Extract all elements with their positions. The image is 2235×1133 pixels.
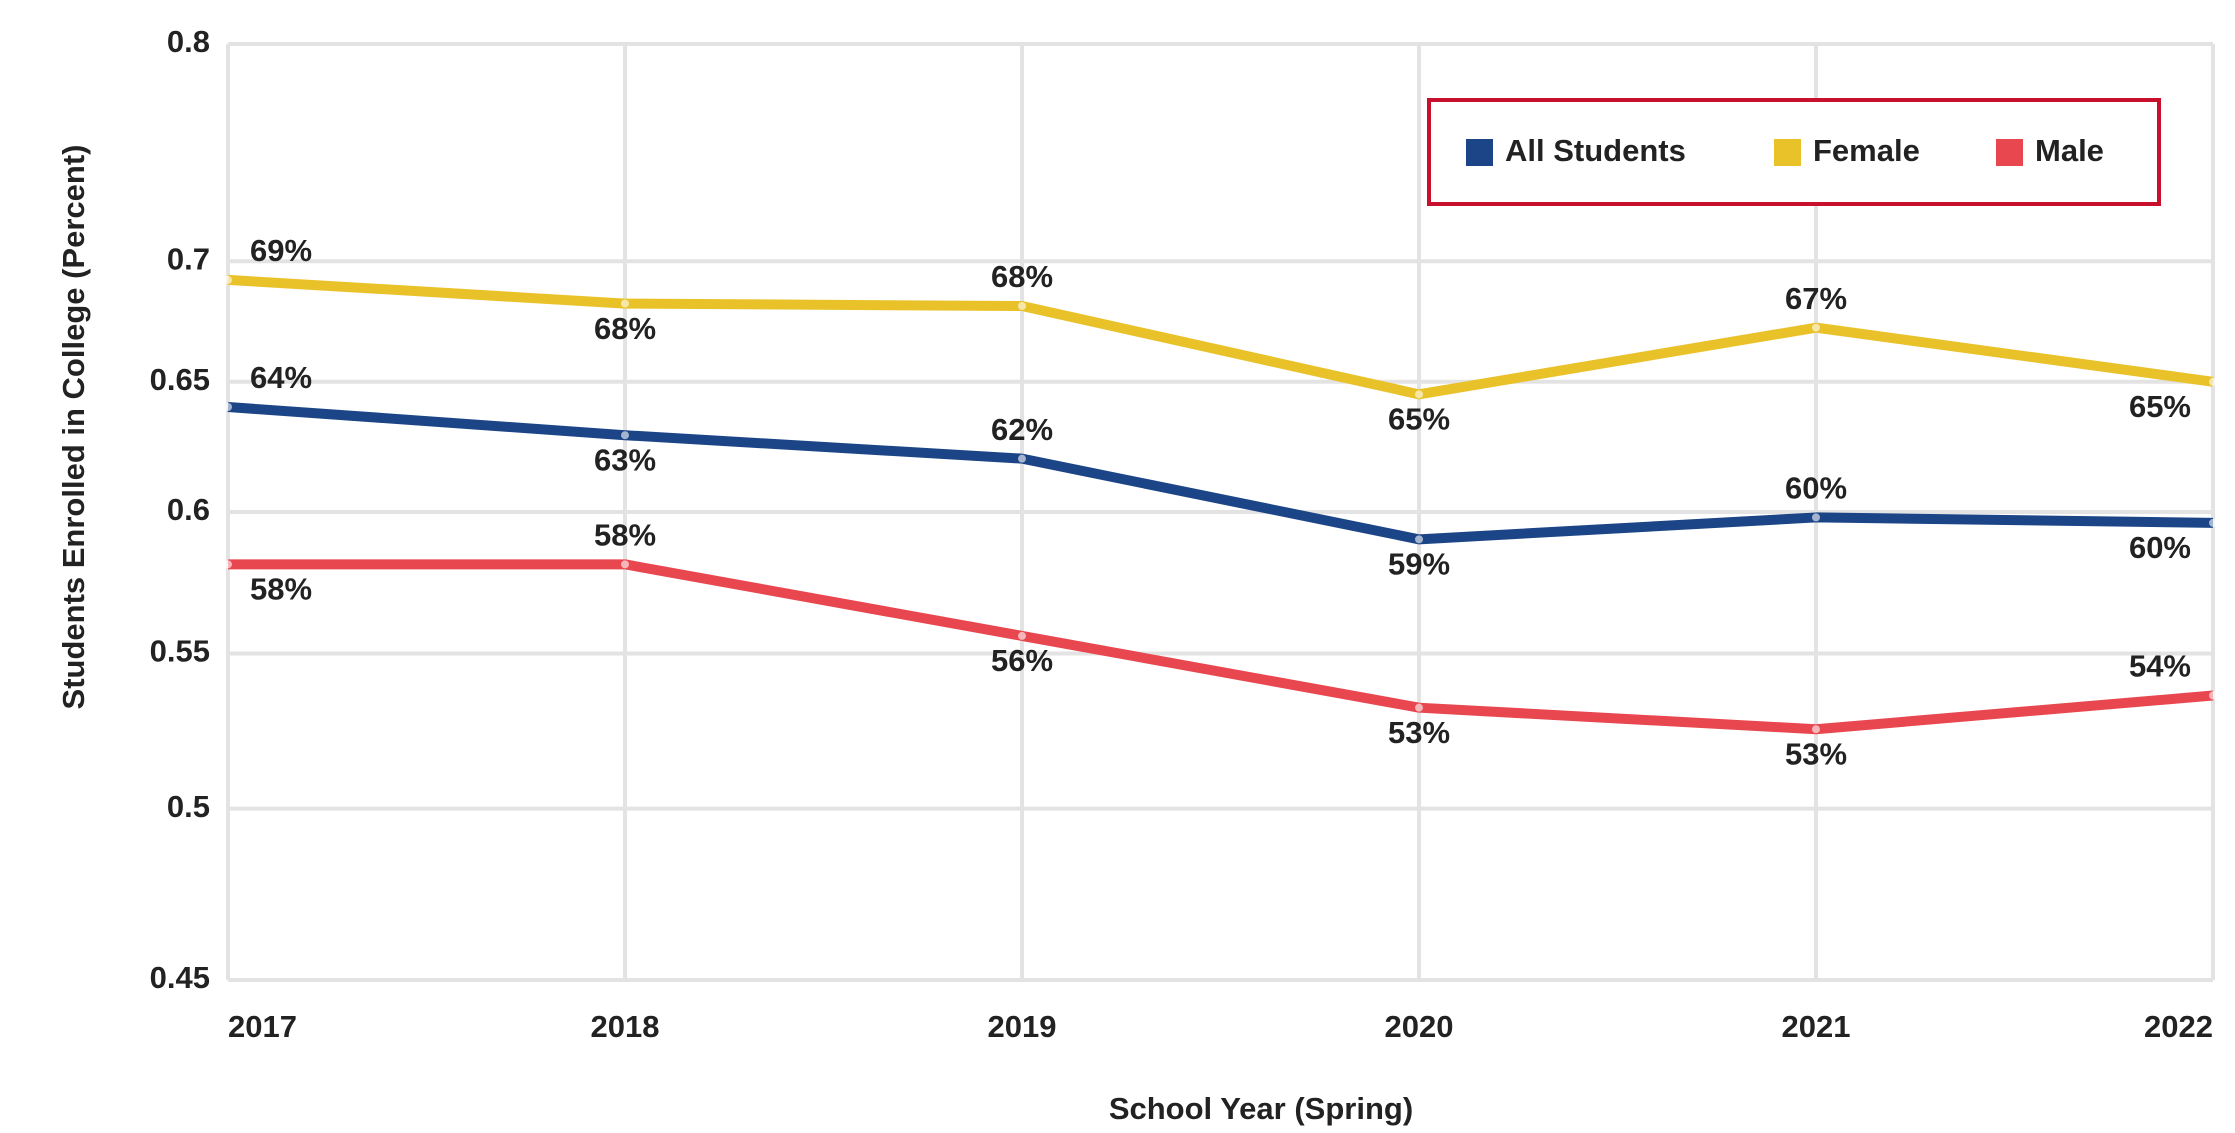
- x-tick-label: 2021: [1782, 1009, 1851, 1044]
- point: [621, 560, 629, 569]
- data-label: 53%: [1388, 715, 1450, 750]
- data-label: 64%: [250, 360, 312, 395]
- legend-swatch: [1466, 139, 1493, 166]
- y-tick-label: 0.65: [150, 362, 210, 397]
- x-axis-title: School Year (Spring): [1109, 1091, 1413, 1126]
- point: [1018, 631, 1026, 640]
- y-tick-label: 0.55: [150, 634, 210, 669]
- data-label: 60%: [1785, 471, 1847, 506]
- point: [1415, 535, 1423, 544]
- point: [1415, 390, 1423, 399]
- data-label: 58%: [250, 572, 312, 607]
- data-label: 65%: [1388, 402, 1450, 437]
- data-label: 62%: [991, 412, 1053, 447]
- y-tick-label: 0.8: [167, 24, 210, 59]
- y-tick-label: 0.45: [150, 960, 210, 995]
- point: [1812, 725, 1820, 734]
- point: [2209, 518, 2217, 527]
- point: [1018, 301, 1026, 310]
- data-label: 67%: [1785, 281, 1847, 316]
- point: [224, 560, 232, 569]
- legend-swatch: [1774, 139, 1801, 166]
- point: [621, 431, 629, 440]
- y-tick-label: 0.6: [167, 492, 210, 527]
- point: [2209, 377, 2217, 386]
- point: [224, 275, 232, 284]
- point: [224, 403, 232, 412]
- y-tick-label: 0.7: [167, 241, 210, 276]
- point: [1812, 513, 1820, 522]
- data-label: 53%: [1785, 736, 1847, 771]
- x-tick-label: 2022: [2144, 1009, 2213, 1044]
- point: [1415, 703, 1423, 712]
- data-label: 54%: [2129, 649, 2191, 684]
- point: [2209, 691, 2217, 700]
- data-label: 69%: [250, 233, 312, 268]
- series-line: [227, 402, 2214, 545]
- data-label: 68%: [991, 259, 1053, 294]
- point: [621, 299, 629, 308]
- point: [1018, 454, 1026, 463]
- legend-label: All Students: [1505, 133, 1686, 168]
- x-tick-label: 2019: [988, 1009, 1057, 1044]
- legend-label: Male: [2035, 133, 2104, 168]
- legend-swatch: [1996, 139, 2023, 166]
- point: [1812, 323, 1820, 332]
- x-tick-label: 2018: [591, 1009, 660, 1044]
- y-tick-label: 0.5: [167, 789, 210, 824]
- data-label: 59%: [1388, 547, 1450, 582]
- data-label: 65%: [2129, 389, 2191, 424]
- data-label: 63%: [594, 442, 656, 477]
- data-label: 60%: [2129, 530, 2191, 565]
- data-label: 58%: [594, 518, 656, 553]
- x-tick-label: 2017: [228, 1009, 297, 1044]
- y-axis-title: Students Enrolled in College (Percent): [56, 145, 91, 710]
- series-line: [228, 559, 2214, 735]
- legend-label: Female: [1813, 133, 1920, 168]
- data-label: 56%: [991, 643, 1053, 678]
- series-line: [227, 274, 2214, 400]
- x-tick-label: 2020: [1385, 1009, 1454, 1044]
- data-label: 68%: [594, 311, 656, 346]
